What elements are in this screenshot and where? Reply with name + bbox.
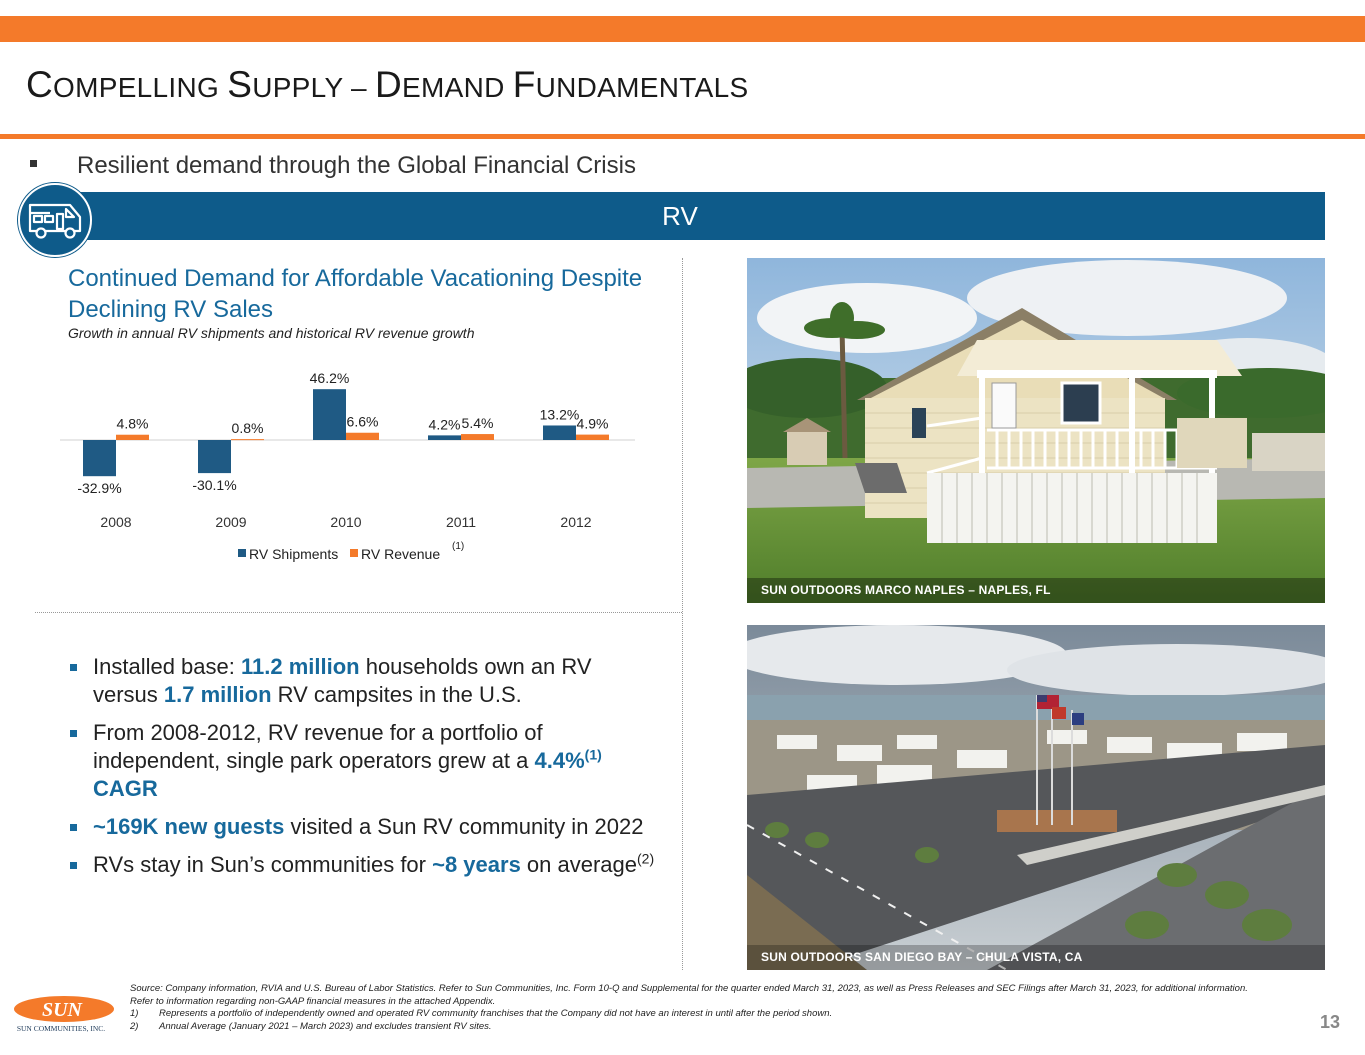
bullet-square-icon <box>30 160 37 168</box>
bullet-text: (2) <box>637 850 655 867</box>
logo-subtitle: SUN COMMUNITIES, INC. <box>17 1024 105 1033</box>
bullet-text: From 2008-2012, RV revenue for a portfol… <box>93 720 543 773</box>
bar-rv-revenue <box>346 432 379 440</box>
footnotes: Source: Company information, RVIA and U.… <box>130 983 1270 1033</box>
bullet-text: visited a Sun RV community in 2022 <box>284 814 644 839</box>
title-part: S <box>227 64 253 105</box>
bullet-text: Installed base: <box>93 654 241 679</box>
bullet-square-icon <box>70 730 77 737</box>
bullet-text: RV campsites in the U.S. <box>271 682 522 707</box>
legend-swatch <box>238 549 246 557</box>
photo-caption-naples: SUN OUTDOORS MARCO NAPLES – NAPLES, FL <box>761 583 1051 597</box>
top-bullet-text: Resilient demand through the Global Fina… <box>77 152 636 179</box>
vertical-divider <box>682 258 683 970</box>
horizontal-divider <box>35 612 682 613</box>
data-label: 4.8% <box>117 416 149 432</box>
bar-rv-shipments <box>313 389 346 440</box>
bar-rv-revenue <box>116 434 149 440</box>
sun-communities-logo: SUN SUN COMMUNITIES, INC. <box>14 996 114 1033</box>
bar-rv-revenue <box>576 434 609 440</box>
footnote-1-number: 1) <box>130 1008 139 1019</box>
footnote-2-number: 2) <box>130 1020 139 1032</box>
bullet-square-icon <box>70 824 77 831</box>
bullet-text: RVs stay in Sun’s communities for <box>93 852 433 877</box>
rv-camper-icon <box>18 183 92 257</box>
stat-bullet: ~169K new guests visited a Sun RV commun… <box>68 813 658 841</box>
photo-caption-san-diego: SUN OUTDOORS SAN DIEGO BAY – CHULA VISTA… <box>761 950 1083 964</box>
chart-title: Continued Demand for Affordable Vacation… <box>68 265 643 323</box>
data-label: 6.6% <box>347 414 379 430</box>
stat-bullet: RVs stay in Sun’s communities for ~8 yea… <box>68 851 658 879</box>
data-label: 13.2% <box>540 406 580 422</box>
page-number: 13 <box>1320 1012 1341 1032</box>
highlight-text: ~8 years <box>432 852 521 877</box>
stat-bullet: Installed base: 11.2 million households … <box>68 653 658 709</box>
bar-rv-revenue <box>231 439 264 441</box>
title-part: C <box>26 64 54 105</box>
title-part: UPPLY – <box>252 72 375 103</box>
title-part: D <box>374 64 402 105</box>
top-accent-bar <box>0 16 1365 42</box>
data-label: 4.2% <box>429 416 461 432</box>
highlight-text: CAGR <box>93 776 158 801</box>
data-label: 4.9% <box>577 416 609 432</box>
title-part: UNDAMENTALS <box>535 72 749 103</box>
footnote-source: Source: Company information, RVIA and U.… <box>130 983 1248 1007</box>
footnote-1-text: Represents a portfolio of independently … <box>159 1008 833 1019</box>
stat-bullet: From 2008-2012, RV revenue for a portfol… <box>68 719 658 803</box>
data-label: 46.2% <box>310 370 350 386</box>
highlight-text: 4.4% <box>534 748 585 773</box>
title-part: OMPELLING <box>53 72 228 103</box>
x-tick-label: 2011 <box>446 514 476 530</box>
footnote-2: 2) Annual Average (January 2021 – March 2… <box>130 1021 1270 1034</box>
legend-entry: RV Shipments <box>249 546 338 562</box>
footnote-1: 1) Represents a portfolio of independentl… <box>130 1008 1270 1021</box>
bullet-text: on average <box>520 852 638 877</box>
data-label: 0.8% <box>232 420 264 436</box>
x-tick-label: 2010 <box>330 514 361 530</box>
legend-swatch <box>350 549 358 557</box>
highlight-text: 11.2 million <box>240 654 360 679</box>
bar-rv-revenue <box>461 434 494 440</box>
page-title: COMPELLING SUPPLY – DEMAND FUNDAMENTALS <box>26 64 748 106</box>
bullet-square-icon <box>70 664 77 671</box>
highlight-text: 1.7 million <box>163 682 272 707</box>
highlight-text: (1) <box>584 746 602 763</box>
photo-marco-naples: SUN OUTDOORS MARCO NAPLES – NAPLES, FL <box>747 258 1325 603</box>
title-divider <box>0 134 1365 139</box>
x-tick-label: 2008 <box>100 514 131 530</box>
title-part: F <box>512 64 536 105</box>
legend-superscript: (1) <box>452 541 464 552</box>
top-bullet: Resilient demand through the Global Fina… <box>30 152 636 180</box>
data-label: 5.4% <box>462 415 494 431</box>
data-label: -30.1% <box>192 477 236 493</box>
rv-section-label: RV <box>662 201 698 231</box>
x-tick-label: 2012 <box>560 514 591 530</box>
bar-rv-shipments <box>198 440 231 474</box>
chart-subtitle: Growth in annual RV shipments and histor… <box>68 325 475 341</box>
title-part: EMAND <box>402 72 513 103</box>
bar-rv-shipments <box>83 440 116 477</box>
photo-san-diego-bay: SUN OUTDOORS SAN DIEGO BAY – CHULA VISTA… <box>747 625 1325 970</box>
bar-rv-shipments <box>543 425 576 440</box>
bar-rv-shipments <box>428 435 461 440</box>
highlight-text: ~169K new guests <box>93 814 285 839</box>
x-tick-label: 2009 <box>215 514 246 530</box>
data-label: -32.9% <box>77 480 121 496</box>
footnote-2-text: Annual Average (January 2021 – March 202… <box>159 1020 492 1032</box>
rv-section-band <box>62 192 1325 240</box>
logo-wordmark: SUN <box>42 999 84 1021</box>
bullet-text: households own an RV versus <box>93 654 592 707</box>
rv-growth-chart: -32.9% 4.8% 2008 -30.1% 0.8% 2009 46.2% 6.6% 201… <box>60 370 635 562</box>
key-stats-list: Installed base: 11.2 million households … <box>68 653 658 889</box>
bullet-square-icon <box>70 862 77 869</box>
legend-entry: RV Revenue <box>361 546 440 562</box>
